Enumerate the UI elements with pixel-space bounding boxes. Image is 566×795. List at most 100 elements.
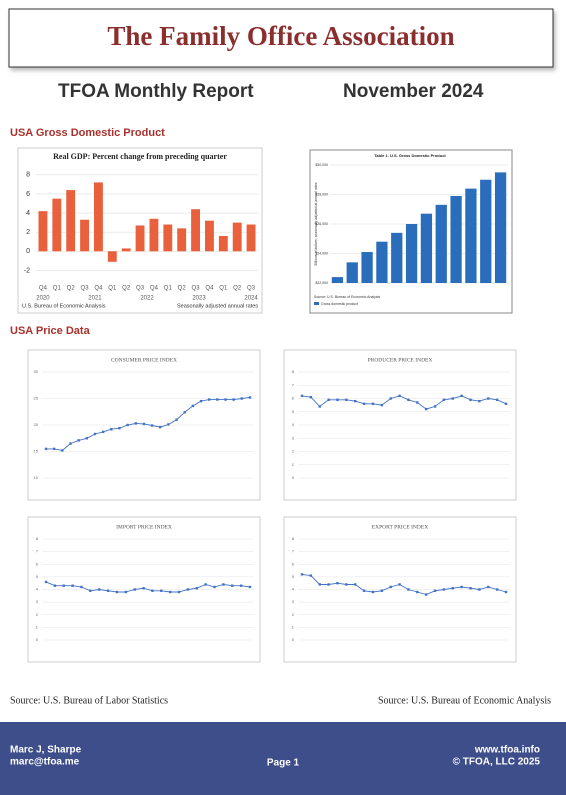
- y-tick-label: 4: [292, 587, 295, 592]
- marker: [460, 585, 463, 589]
- x-tick-label: Q1: [164, 286, 173, 292]
- marker: [133, 588, 136, 591]
- marker: [177, 590, 181, 594]
- header-box: [8, 8, 554, 68]
- marker: [407, 588, 410, 591]
- line: [46, 396, 251, 451]
- bar: [232, 222, 242, 252]
- bar: [38, 211, 48, 252]
- y-tick-label: 0: [292, 475, 295, 480]
- marker: [416, 590, 419, 594]
- marker: [98, 588, 101, 591]
- line: [45, 581, 251, 593]
- bar: [218, 236, 228, 252]
- y-tick-label: $22,000: [315, 281, 328, 285]
- marker: [389, 585, 392, 589]
- line: [301, 573, 507, 595]
- chart-title: Table 1. U.S. Gross Domestic Product: [374, 153, 446, 158]
- legend-entry: Gross domestic product: [321, 302, 358, 306]
- marker: [118, 426, 121, 430]
- marker: [213, 585, 216, 589]
- marker: [371, 590, 375, 594]
- y-tick-label: 5: [292, 409, 295, 414]
- bar: [331, 277, 344, 283]
- marker: [495, 398, 499, 402]
- y-tick-label: 0: [292, 637, 295, 642]
- marker: [478, 399, 481, 403]
- y-tick-label: 3: [292, 435, 295, 440]
- bar: [361, 252, 373, 283]
- footer-page: Page 1: [267, 758, 300, 769]
- year-label: 2024: [244, 296, 258, 302]
- marker: [69, 442, 72, 445]
- marker: [345, 398, 348, 402]
- x-tick-label: Q4: [94, 286, 103, 292]
- marker: [151, 589, 154, 592]
- chart-note: Seasonally adjusted annual rates: [177, 303, 258, 309]
- marker: [239, 584, 243, 587]
- chart-title: EXPORT PRICE INDEX: [372, 524, 428, 530]
- x-tick-label: Q3: [136, 286, 145, 292]
- marker: [504, 402, 508, 405]
- marker: [204, 583, 207, 586]
- marker: [62, 584, 65, 587]
- marker: [134, 422, 137, 425]
- footer-name: Marc J, Sharpe: [10, 745, 82, 756]
- y-tick-label: $28,000: [315, 192, 328, 196]
- y-tick-label: 7: [292, 549, 295, 554]
- x-tick-label: Q3: [247, 286, 256, 292]
- marker: [142, 422, 146, 426]
- marker: [240, 397, 244, 400]
- y-tick-label: 2: [292, 612, 295, 617]
- marker: [85, 437, 88, 440]
- bar: [52, 198, 62, 252]
- marker: [362, 402, 366, 405]
- marker: [142, 587, 145, 590]
- y-tick-label: 4: [26, 210, 30, 217]
- x-tick-label: Q1: [108, 286, 117, 292]
- marker: [336, 398, 339, 402]
- marker: [442, 588, 446, 591]
- x-tick-label: Q3: [81, 286, 90, 292]
- y-tick-label: 30: [34, 369, 39, 374]
- marker: [175, 418, 178, 421]
- y-tick-label: 10: [34, 475, 39, 480]
- bar: [149, 218, 159, 252]
- footer-band: [0, 722, 566, 795]
- marker: [216, 398, 219, 401]
- source: Source: U.S. Bureau of Economic Analysis: [378, 695, 551, 706]
- y-tick-label: 8: [36, 536, 39, 541]
- marker: [327, 583, 330, 586]
- marker: [168, 590, 172, 594]
- y-tick-label: 4: [292, 422, 295, 427]
- footer-email: marc@tfoa.me: [10, 757, 80, 768]
- marker: [469, 398, 472, 402]
- marker: [424, 593, 428, 596]
- marker: [469, 587, 472, 590]
- year-label: 2022: [140, 296, 154, 302]
- y-tick-label: 0: [26, 248, 30, 255]
- marker: [504, 590, 508, 594]
- y-tick-label: 6: [292, 561, 295, 566]
- y-tick-label: 7: [36, 549, 39, 554]
- section-title: USA Price Data: [10, 325, 91, 337]
- x-tick-label: Q4: [150, 286, 159, 292]
- marker: [61, 449, 64, 452]
- marker: [380, 589, 384, 592]
- marker: [380, 403, 384, 407]
- y-tick-label: 25: [34, 396, 39, 401]
- bar: [107, 251, 117, 262]
- marker: [44, 447, 48, 451]
- y-tick-label: $24,000: [315, 251, 328, 255]
- marker: [44, 580, 48, 584]
- x-tick-label: Q4: [39, 286, 48, 292]
- marker: [451, 587, 454, 590]
- x-tick-label: Q1: [219, 286, 228, 292]
- bar: [177, 228, 187, 252]
- marker: [389, 397, 392, 400]
- marker: [231, 584, 234, 587]
- x-tick-label: Q2: [122, 286, 131, 292]
- marker: [248, 396, 252, 399]
